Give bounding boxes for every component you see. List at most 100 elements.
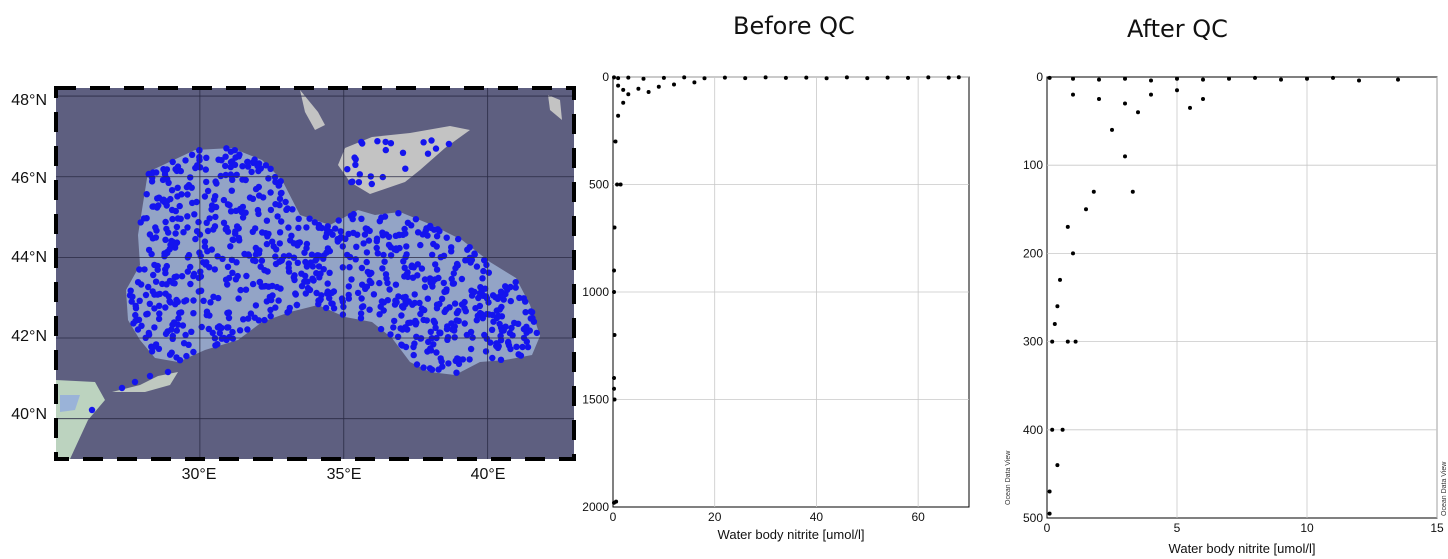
station-dot	[156, 302, 163, 309]
station-dot	[496, 320, 503, 328]
data-point	[1149, 78, 1153, 83]
station-dot	[430, 226, 438, 233]
station-dot	[362, 225, 369, 232]
station-dot	[193, 198, 200, 206]
station-dot	[370, 291, 378, 298]
station-dot	[161, 250, 168, 257]
station-dot	[453, 260, 461, 268]
station-dot	[132, 311, 139, 319]
station-dot	[409, 301, 416, 308]
station-dot	[533, 329, 540, 337]
station-dot	[225, 314, 233, 322]
data-point	[626, 92, 631, 97]
station-dot	[512, 284, 519, 291]
data-point	[1084, 207, 1088, 212]
station-dot	[249, 280, 257, 288]
station-dot	[529, 314, 536, 322]
station-dot	[252, 225, 259, 232]
station-dot	[171, 280, 178, 287]
station-dot	[311, 219, 318, 226]
station-dot	[263, 240, 271, 248]
station-dot	[411, 291, 418, 298]
station-dot	[403, 270, 411, 278]
data-point	[1091, 189, 1096, 194]
lat-label: 40°N	[11, 406, 47, 423]
data-point	[1065, 224, 1070, 229]
station-dot	[444, 334, 452, 341]
y-tick-label: 300	[1023, 335, 1043, 349]
data-point	[612, 397, 617, 402]
station-dot	[428, 366, 436, 373]
station-dot	[398, 303, 406, 310]
station-dot	[244, 326, 251, 333]
data-point	[613, 139, 618, 144]
station-dot	[402, 324, 409, 331]
station-dot	[148, 343, 155, 350]
station-dot	[166, 351, 174, 358]
station-dot	[229, 176, 236, 183]
station-dot	[392, 281, 400, 288]
station-dot	[483, 295, 491, 302]
station-dot	[277, 190, 285, 197]
data-point	[743, 76, 748, 81]
station-dot	[476, 302, 484, 310]
station-dot	[152, 278, 160, 285]
data-point	[722, 75, 727, 80]
station-dot	[379, 265, 386, 272]
station-dot	[132, 317, 139, 325]
station-dot	[282, 198, 289, 206]
data-point	[1188, 105, 1192, 110]
station-dot	[380, 251, 387, 259]
station-dot	[184, 191, 191, 198]
station-dot	[481, 285, 489, 292]
station-dot	[395, 293, 402, 300]
station-dot	[127, 287, 134, 294]
station-dot	[169, 215, 176, 223]
station-dot	[243, 272, 250, 280]
station-dot	[402, 165, 409, 172]
data-point	[1123, 76, 1127, 81]
station-dot	[176, 202, 183, 210]
y-tick-label: 500	[1023, 511, 1043, 525]
station-dot	[155, 202, 162, 209]
station-dot	[185, 251, 193, 259]
station-dot	[387, 140, 395, 147]
station-dot	[479, 275, 486, 282]
station-dot	[254, 162, 261, 170]
data-point	[1253, 75, 1257, 80]
data-point	[1055, 463, 1060, 468]
station-dot	[393, 299, 400, 306]
station-dot	[351, 154, 358, 161]
station-dot	[497, 356, 505, 363]
station-dot	[259, 229, 266, 236]
y-tick-label: 1000	[582, 285, 609, 299]
station-dot	[173, 327, 180, 334]
station-dot	[322, 304, 330, 312]
station-dot	[324, 280, 331, 287]
station-dot	[453, 317, 460, 324]
data-point	[1175, 88, 1179, 93]
station-dot	[431, 319, 439, 327]
station-dot	[222, 162, 229, 170]
station-dot	[485, 311, 493, 318]
station-dot	[267, 189, 274, 196]
station-dot	[432, 261, 439, 268]
station-dot	[200, 259, 207, 266]
station-dot	[376, 311, 383, 318]
data-point	[906, 75, 910, 80]
station-dot	[234, 272, 241, 280]
station-dot	[146, 300, 153, 307]
station-dot	[162, 236, 169, 243]
land-mass	[548, 95, 562, 120]
station-dot	[263, 298, 270, 305]
station-dot	[149, 235, 156, 242]
station-dot	[382, 146, 389, 154]
y-tick-label: 100	[1023, 158, 1043, 172]
station-dot	[285, 224, 292, 231]
station-dot	[385, 233, 393, 240]
station-dot	[515, 320, 522, 327]
station-dot	[354, 231, 361, 238]
station-dot	[361, 231, 369, 238]
station-dot	[304, 278, 311, 285]
